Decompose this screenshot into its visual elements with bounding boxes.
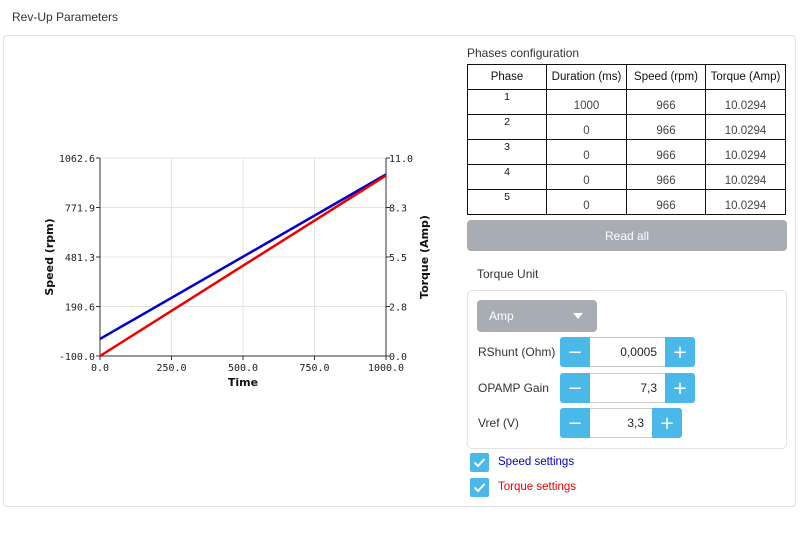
table-row: 1 1000 966 10.0294 [467,89,786,115]
torque-cell[interactable]: 10.0294 [705,139,786,165]
phase-cell: 4 [467,164,547,190]
y-tick-label: 481.3 [65,253,95,264]
x-tick-label: 1000.0 [368,363,404,374]
torque-cell[interactable]: 10.0294 [705,89,786,115]
phase-cell: 5 [467,189,547,215]
torque-unit-label: Torque Unit [477,267,539,281]
opamp-gain-stepper: − 7,3 + [560,373,695,403]
duration-cell[interactable]: 0 [546,164,627,190]
rshunt-increment-button[interactable]: + [665,337,695,367]
checkmark-icon [473,483,486,493]
speed-settings-label: Speed settings [498,456,575,468]
x-tick-label: 250.0 [156,363,186,374]
torque-unit-group [467,290,787,449]
y2-tick-label: 8.3 [389,204,407,215]
opamp-gain-decrement-button[interactable]: − [560,373,590,403]
x-tick-label: 500.0 [228,363,258,374]
rshunt-decrement-button[interactable]: − [560,337,590,367]
y-axis-label: Speed (rpm) [43,218,56,295]
y2-tick-label: 11.0 [389,154,413,165]
phase-cell: 1 [467,89,547,115]
y-tick-label: 1062.6 [59,154,95,165]
vref-input[interactable]: 3,3 [590,408,652,438]
speed-cell[interactable]: 966 [626,89,706,115]
y-tick-label: -100.0 [59,352,95,363]
phases-table: Phase Duration (ms) Speed (rpm) Torque (… [467,64,786,215]
window-title: Rev-Up Parameters [12,10,119,24]
rshunt-input[interactable]: 0,0005 [590,337,665,367]
torque-unit-dropdown[interactable]: Amp [477,300,597,332]
y2-tick-label: 0.0 [389,352,407,363]
duration-cell[interactable]: 0 [546,114,627,140]
vref-label: Vref (V) [478,416,519,430]
speed-cell[interactable]: 966 [626,164,706,190]
read-all-button[interactable]: Read all [467,220,787,251]
speed-cell[interactable]: 966 [626,189,706,215]
table-row: 5 0 966 10.0294 [467,189,786,215]
vref-decrement-button[interactable]: − [560,408,590,438]
torque-unit-selected: Amp [489,309,514,323]
table-row: 4 0 966 10.0294 [467,164,786,190]
chevron-down-icon [573,313,583,319]
speed-cell[interactable]: 966 [626,114,706,140]
rshunt-stepper: − 0,0005 + [560,337,695,367]
header-phase: Phase [467,64,547,90]
series-line-speed [99,173,387,341]
checkmark-icon [473,458,486,468]
x-tick-label: 750.0 [299,363,329,374]
vref-stepper: − 3,3 + [560,408,682,438]
y2-axis-label: Torque (Amp) [418,215,431,299]
speed-settings-checkbox[interactable] [470,453,489,472]
phase-cell: 2 [467,114,547,140]
table-row: 3 0 966 10.0294 [467,139,786,165]
phase-cell: 3 [467,139,547,165]
torque-cell[interactable]: 10.0294 [705,189,786,215]
vref-increment-button[interactable]: + [652,408,682,438]
torque-cell[interactable]: 10.0294 [705,164,786,190]
torque-settings-label: Torque settings [498,481,576,493]
phases-title: Phases configuration [467,46,580,60]
header-duration: Duration (ms) [546,64,627,90]
table-header-row: Phase Duration (ms) Speed (rpm) Torque (… [467,64,786,90]
opamp-gain-increment-button[interactable]: + [665,373,695,403]
duration-cell[interactable]: 1000 [546,89,627,115]
y-tick-label: 771.9 [65,204,95,215]
rshunt-label: RShunt (Ohm) [478,345,556,359]
opamp-gain-label: OPAMP Gain [478,381,549,395]
series-line-torque [99,174,387,358]
y2-tick-label: 2.8 [389,303,407,314]
x-axis-label: Time [228,376,258,389]
speed-cell[interactable]: 966 [626,139,706,165]
opamp-gain-input[interactable]: 7,3 [590,373,665,403]
table-row: 2 0 966 10.0294 [467,114,786,140]
torque-settings-checkbox[interactable] [470,478,489,497]
header-speed: Speed (rpm) [626,64,706,90]
y-tick-label: 190.6 [65,303,95,314]
duration-cell[interactable]: 0 [546,139,627,165]
header-torque: Torque (Amp) [705,64,786,90]
y2-tick-label: 5.5 [389,253,407,264]
x-tick-label: 0.0 [91,363,109,374]
torque-cell[interactable]: 10.0294 [705,114,786,140]
duration-cell[interactable]: 0 [546,189,627,215]
